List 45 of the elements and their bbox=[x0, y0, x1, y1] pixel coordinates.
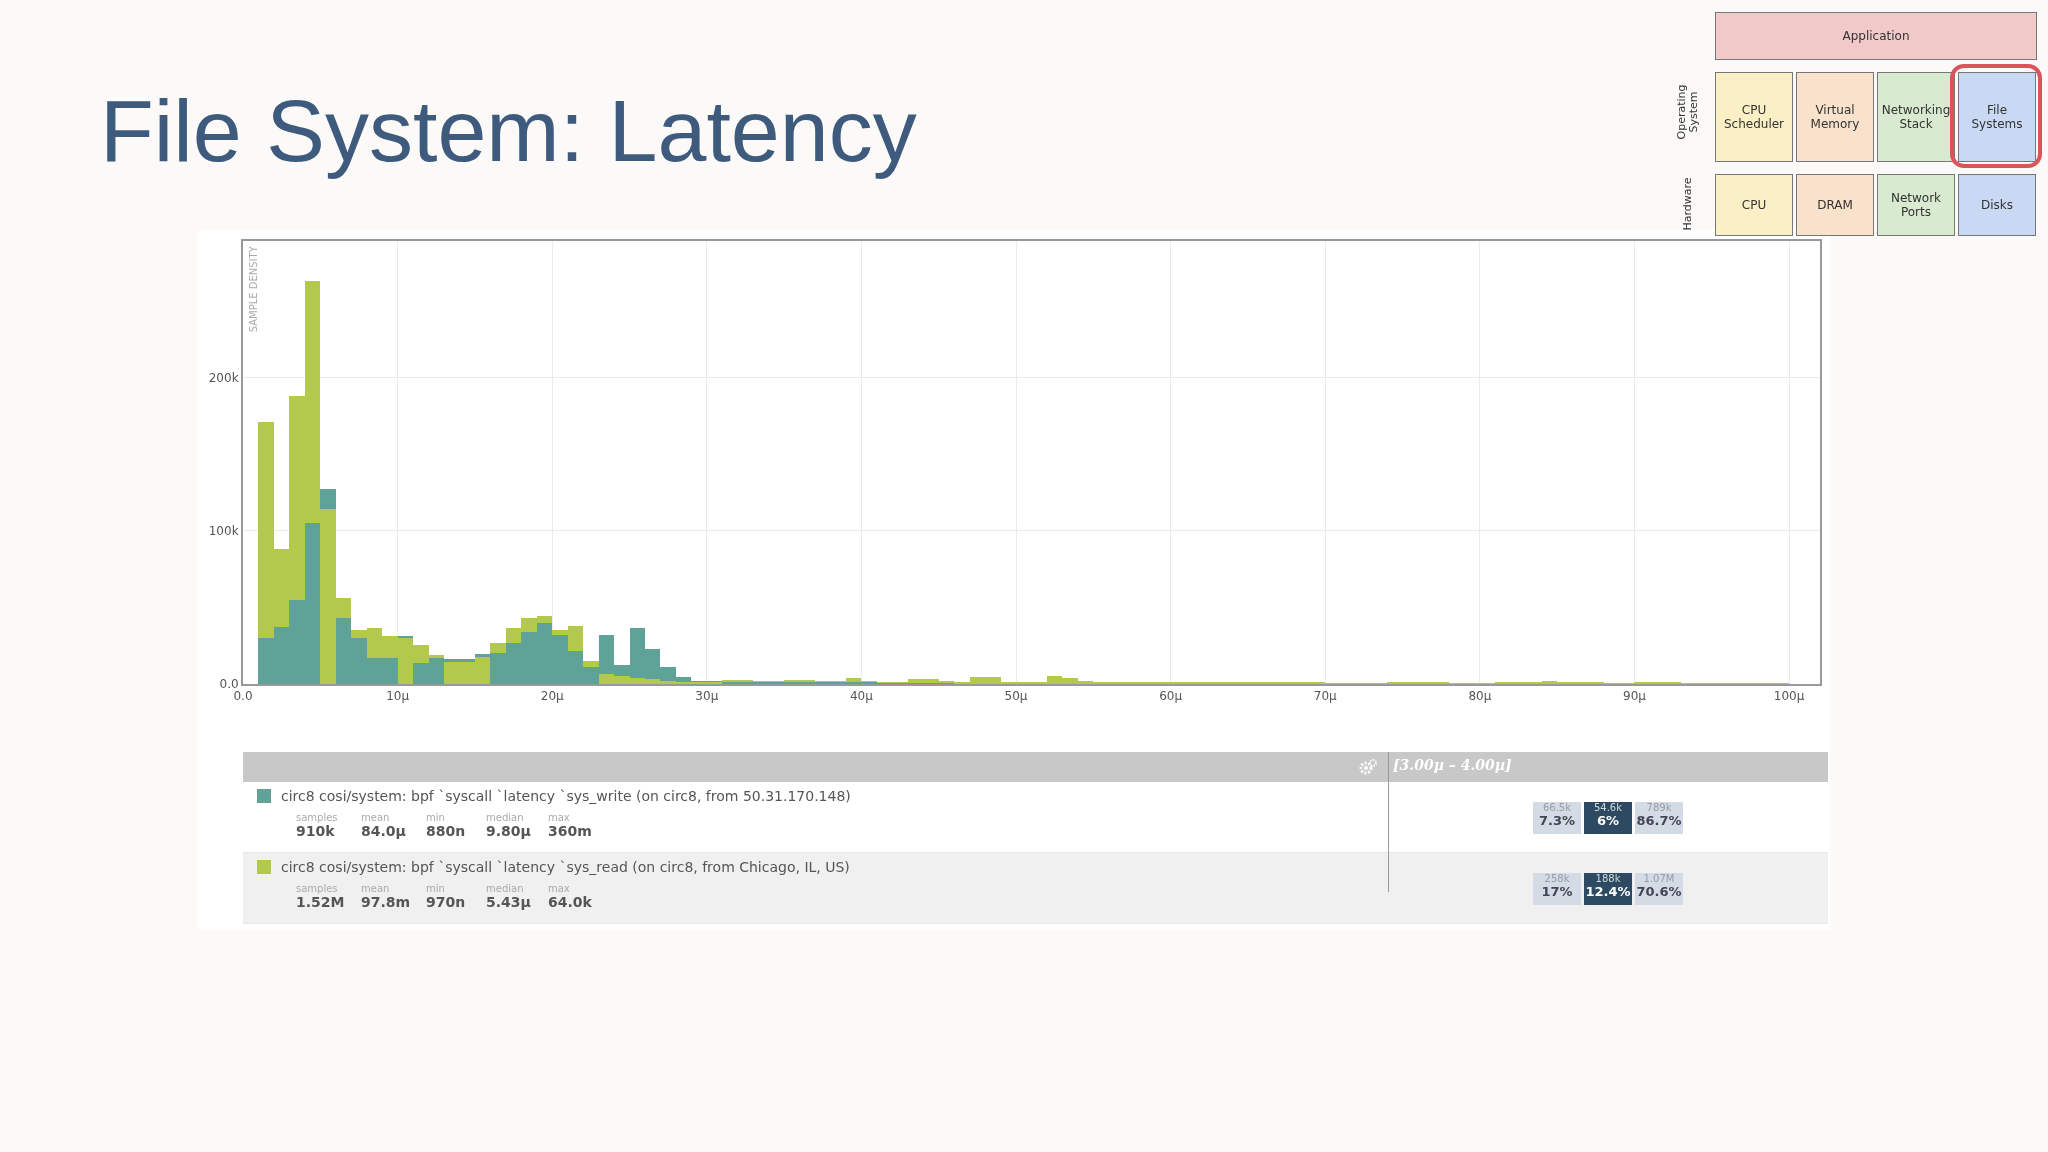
x-tick-label: 40µ bbox=[849, 689, 874, 704]
text: samples 1.52M bbox=[296, 883, 345, 910]
text: 54.6k 6% bbox=[1592, 802, 1624, 828]
x-tick-label: 30µ bbox=[695, 689, 719, 704]
y-axis-title: SAMPLE DENSITY bbox=[247, 245, 259, 333]
x-tick-label: 60µ bbox=[1159, 689, 1183, 704]
x-tick-label: 50µ bbox=[1004, 689, 1028, 704]
x-tick-label: 10µ bbox=[386, 689, 410, 704]
x-tick-label: 0.0 bbox=[233, 689, 253, 704]
legend-label: circ8 cosi/system: bpf `syscall `latency `sys_read (on circ8, from Chicago, IL, US) bbox=[281, 859, 850, 875]
text: max 360m bbox=[548, 812, 592, 839]
text: CPU bbox=[1715, 174, 1793, 236]
text: 789k 86.7% bbox=[1635, 802, 1683, 828]
chart-title: File System: Latency bbox=[100, 80, 917, 182]
text: Application bbox=[1715, 12, 2037, 60]
y-tick-label: 100k bbox=[208, 523, 239, 538]
text: 258k 17% bbox=[1540, 873, 1574, 899]
x-tick-label: 20µ bbox=[540, 689, 565, 704]
text: mean 97.8m bbox=[361, 883, 411, 910]
text: 188k 12.4% bbox=[1584, 873, 1632, 899]
text: File Systems bbox=[1958, 72, 2036, 162]
x-tick-label: 100µ bbox=[1773, 689, 1805, 704]
text: 1.07M 70.6% bbox=[1635, 873, 1683, 899]
text: samples 910k bbox=[296, 812, 338, 839]
text: min 970n bbox=[426, 883, 466, 910]
x-tick-label: 70µ bbox=[1313, 689, 1338, 704]
x-tick-label: 80µ bbox=[1468, 689, 1492, 704]
text: 66.5k 7.3% bbox=[1537, 802, 1577, 828]
text: DRAM bbox=[1796, 174, 1874, 236]
text: median 5.43µ bbox=[486, 883, 531, 910]
text: Networking Stack bbox=[1877, 72, 1955, 162]
text: Hardware bbox=[1681, 176, 1694, 233]
text: Network Ports bbox=[1877, 174, 1955, 236]
text: Operating System bbox=[1675, 83, 1700, 142]
text: CPU Scheduler bbox=[1715, 72, 1793, 162]
x-tick-label: 90µ bbox=[1623, 689, 1647, 704]
text: mean 84.0µ bbox=[361, 812, 406, 839]
text: Disks bbox=[1958, 174, 2036, 236]
y-tick-label: 0.0 bbox=[219, 677, 239, 692]
text: min 880n bbox=[426, 812, 466, 839]
legend-label: circ8 cosi/system: bpf `syscall `latency `sys_write (on circ8, from 50.31.170.148) bbox=[281, 788, 851, 804]
text: median 9.80µ bbox=[486, 812, 531, 839]
text: Virtual Memory bbox=[1796, 72, 1874, 162]
y-tick-label: 200k bbox=[208, 370, 239, 385]
text: max 64.0k bbox=[548, 883, 592, 910]
